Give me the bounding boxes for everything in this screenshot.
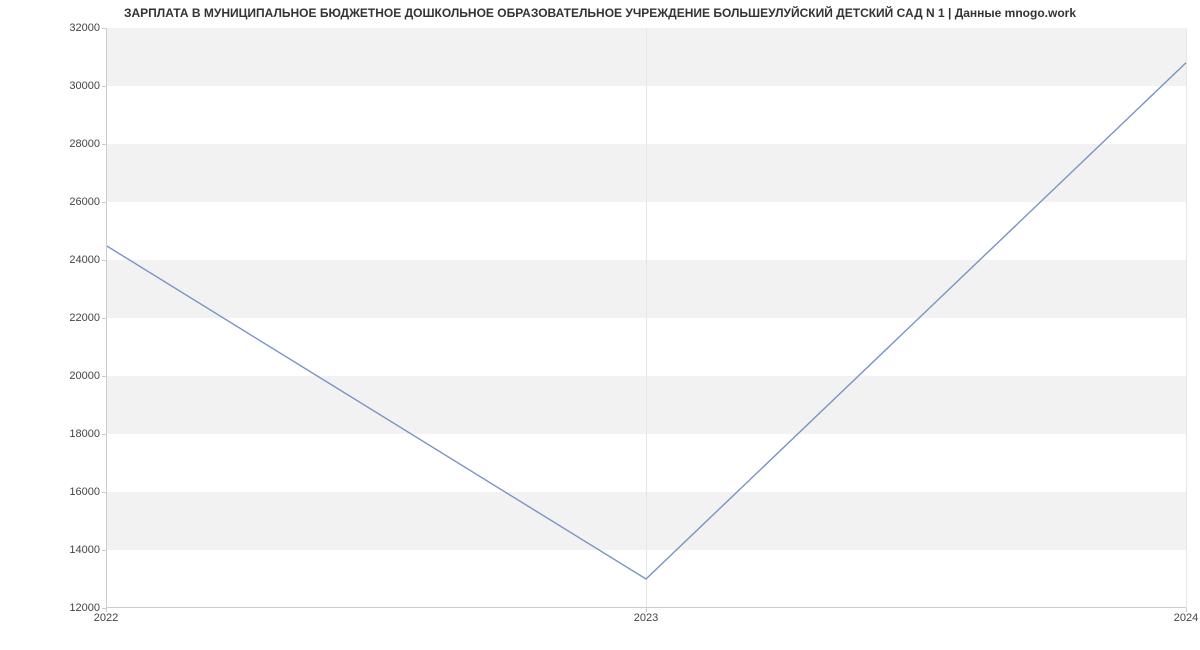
y-axis-line bbox=[106, 28, 107, 608]
y-tick-mark bbox=[102, 202, 106, 203]
x-tick-label: 2024 bbox=[1174, 612, 1198, 624]
y-tick-mark bbox=[102, 28, 106, 29]
y-tick-mark bbox=[102, 376, 106, 377]
y-tick-mark bbox=[102, 86, 106, 87]
line-series bbox=[106, 28, 1186, 608]
x-tick-label: 2023 bbox=[634, 612, 658, 624]
y-tick-mark bbox=[102, 434, 106, 435]
y-tick-label: 16000 bbox=[69, 486, 100, 498]
y-tick-mark bbox=[102, 550, 106, 551]
y-tick-mark bbox=[102, 144, 106, 145]
y-tick-label: 14000 bbox=[69, 544, 100, 556]
y-tick-mark bbox=[102, 492, 106, 493]
y-tick-mark bbox=[102, 260, 106, 261]
y-tick-label: 24000 bbox=[69, 254, 100, 266]
x-tick-mark bbox=[646, 608, 647, 612]
chart-title: ЗАРПЛАТА В МУНИЦИПАЛЬНОЕ БЮДЖЕТНОЕ ДОШКО… bbox=[0, 6, 1200, 20]
x-tick-mark bbox=[106, 608, 107, 612]
plot-area bbox=[106, 28, 1186, 608]
x-tick-mark bbox=[1186, 608, 1187, 612]
gridline-vertical bbox=[1186, 28, 1187, 608]
x-tick-label: 2022 bbox=[94, 612, 118, 624]
y-tick-label: 20000 bbox=[69, 370, 100, 382]
y-tick-label: 22000 bbox=[69, 312, 100, 324]
y-tick-label: 18000 bbox=[69, 428, 100, 440]
y-tick-label: 30000 bbox=[69, 80, 100, 92]
y-tick-label: 32000 bbox=[69, 22, 100, 34]
y-tick-label: 28000 bbox=[69, 138, 100, 150]
y-tick-label: 26000 bbox=[69, 196, 100, 208]
y-tick-mark bbox=[102, 318, 106, 319]
